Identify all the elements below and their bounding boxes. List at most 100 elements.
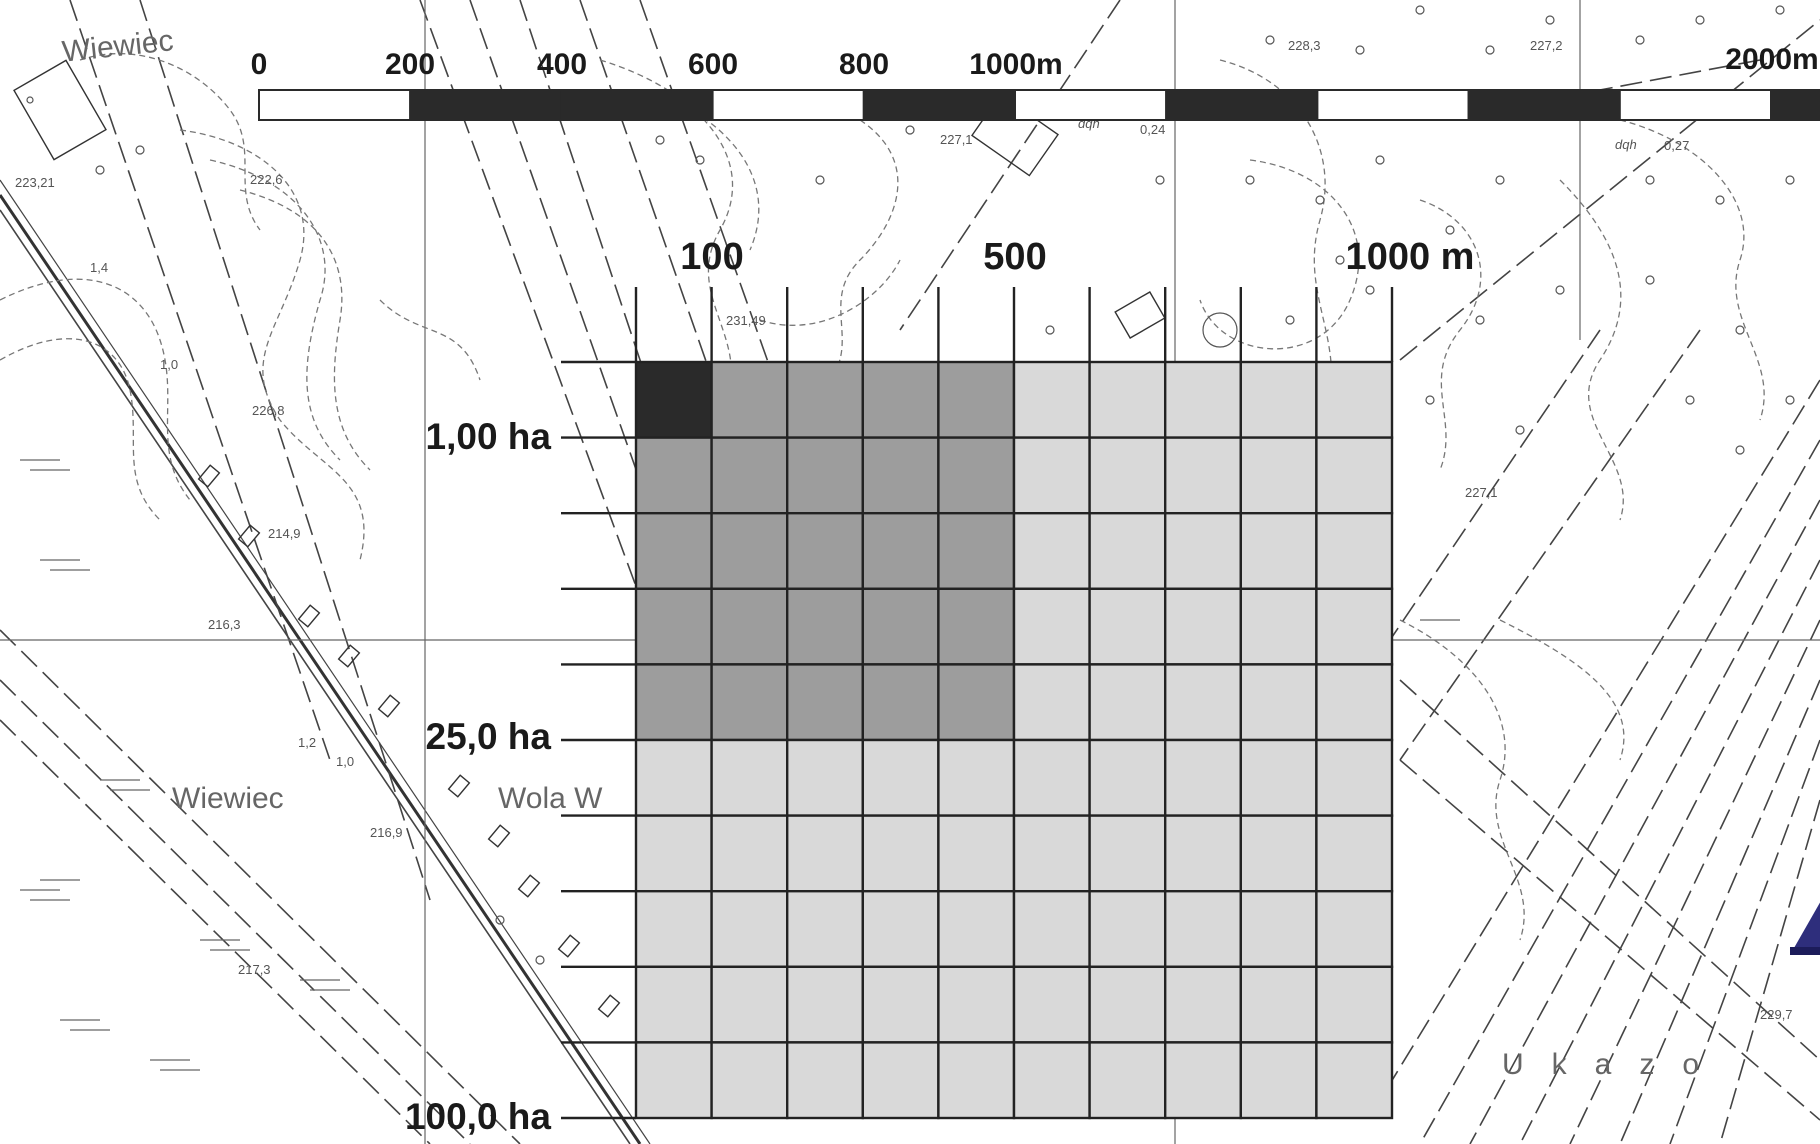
grid-cell [1315, 1041, 1394, 1120]
grid-cell [1088, 436, 1167, 515]
grid-cell [1239, 436, 1318, 515]
triangle-marker-icon [1790, 902, 1820, 955]
grid-cell [786, 360, 865, 439]
grid-cell [1239, 360, 1318, 439]
grid-cell [1088, 1041, 1167, 1120]
grid-left-label: 25,0 ha [425, 716, 551, 757]
grid-cell [937, 965, 1016, 1044]
scale-label: 200 [384, 48, 436, 81]
grid-cell [937, 587, 1016, 666]
elevation-label: 229,7 [1760, 1007, 1793, 1022]
elevation-label: 227,1 [1465, 485, 1498, 500]
scale-label: 0 [250, 48, 268, 81]
grid-cell [634, 1041, 713, 1120]
grid-cell [1239, 890, 1318, 969]
value-label: 1,4 [90, 260, 109, 275]
grid-cell [1163, 890, 1242, 969]
grid-cell [634, 360, 713, 439]
grid-cell [786, 814, 865, 893]
grid-cell [634, 587, 713, 666]
elevation-label: 216,9 [370, 825, 403, 840]
grid-cell [861, 890, 940, 969]
grid-cell [786, 738, 865, 817]
grid-cell [1163, 1041, 1242, 1120]
grid-cell [937, 890, 1016, 969]
grid-cell [1088, 587, 1167, 666]
grid-cell [937, 360, 1016, 439]
grid-cell [861, 436, 940, 515]
grid-cell [937, 738, 1016, 817]
grid-cell [634, 738, 713, 817]
grid-cell [1012, 1041, 1091, 1120]
grid-cell [1012, 965, 1091, 1044]
grid-cell [1163, 738, 1242, 817]
grid-cell [1012, 436, 1091, 515]
grid-cell [861, 360, 940, 439]
grid-cell [1012, 512, 1091, 591]
scale-label: 2000m [1725, 43, 1819, 76]
place-label: Wiewiec [172, 782, 284, 815]
grid-cell [937, 1041, 1016, 1120]
grid-cell [1163, 663, 1242, 742]
grid-cell [786, 512, 865, 591]
road-edge [0, 179, 651, 1144]
elevation-label: 214,9 [268, 526, 301, 541]
grid-cell [710, 965, 789, 1044]
scale-bar-graphic [258, 89, 1820, 121]
grid-cell [710, 663, 789, 742]
grid-cell [937, 814, 1016, 893]
value-label: 0,27 [1664, 138, 1690, 153]
grid-cell [1163, 814, 1242, 893]
grid-cell [1012, 738, 1091, 817]
grid-cell [786, 663, 865, 742]
elevation-label: 223,21 [15, 175, 55, 190]
grid-cell [1239, 512, 1318, 591]
grid-cell [861, 965, 940, 1044]
grid-cell [1239, 587, 1318, 666]
grid-cell [1315, 965, 1394, 1044]
grid-cell [861, 738, 940, 817]
scale-bar-segment [1165, 89, 1319, 121]
grid-cell [710, 436, 789, 515]
place-label: Ukazo [1502, 1048, 1728, 1081]
grid-cell [1239, 738, 1318, 817]
grid-cell [861, 512, 940, 591]
contour-lines [0, 52, 1765, 941]
elevation-label: 217,3 [238, 962, 271, 977]
value-label: 0,24 [1140, 122, 1166, 137]
grid-cell [1315, 360, 1394, 439]
value-label: 1,0 [336, 754, 355, 769]
grid-cell [710, 1041, 789, 1120]
grid-cell [1163, 512, 1242, 591]
grid-cell [710, 587, 789, 666]
grid-cell [861, 663, 940, 742]
grid-top-label: 1000 m [1345, 236, 1475, 278]
grid-cell [1012, 663, 1091, 742]
road-edge [0, 209, 631, 1144]
grid-cell [1012, 360, 1091, 439]
grid-left-label: 1,00 ha [425, 416, 551, 457]
grid-cell [861, 1041, 940, 1120]
grid-cell [937, 512, 1016, 591]
scale-bar-segment [1770, 89, 1820, 121]
grid-cell [1163, 360, 1242, 439]
elevation-label: 227,1 [940, 132, 973, 147]
grid-cell [1088, 663, 1167, 742]
grid-cell [710, 512, 789, 591]
scale-bar-segment [1467, 89, 1621, 121]
place-label: Wola W [498, 782, 603, 815]
grid-cell [634, 965, 713, 1044]
grid-cell [1012, 814, 1091, 893]
scale-label: 600 [687, 48, 739, 81]
grid-cell [1315, 890, 1394, 969]
grid-cell [1012, 890, 1091, 969]
grid-cell [1088, 738, 1167, 817]
grid-cell [937, 436, 1016, 515]
grid-cell [1163, 436, 1242, 515]
grid-cell [710, 360, 789, 439]
grid-cell [861, 814, 940, 893]
grid-cell [1012, 587, 1091, 666]
elevation-label: 231,49 [726, 313, 766, 328]
